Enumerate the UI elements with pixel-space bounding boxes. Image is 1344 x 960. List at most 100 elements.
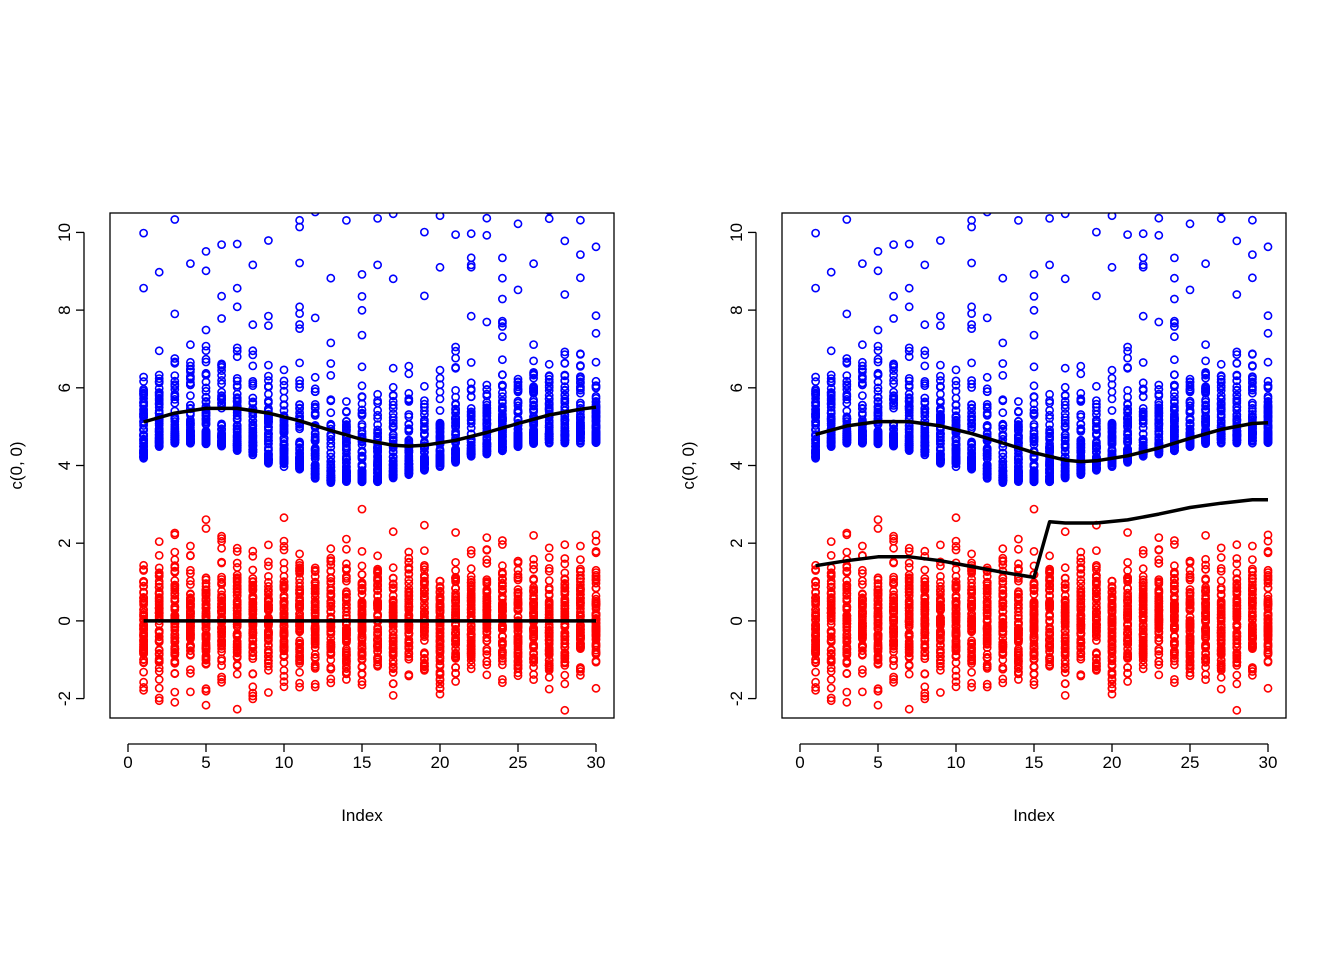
data-point bbox=[482, 385, 492, 394]
data-point bbox=[295, 549, 304, 559]
data-point bbox=[201, 341, 211, 351]
data-point bbox=[326, 359, 336, 368]
data-point bbox=[201, 640, 211, 650]
data-point bbox=[185, 357, 195, 367]
data-point bbox=[560, 290, 570, 299]
data-point bbox=[451, 230, 460, 239]
data-point bbox=[217, 391, 226, 401]
data-point bbox=[263, 604, 273, 614]
data-point bbox=[201, 393, 211, 402]
data-point bbox=[826, 437, 836, 447]
data-point bbox=[170, 642, 180, 652]
data-point bbox=[842, 371, 852, 380]
data-point bbox=[154, 667, 164, 676]
data-point bbox=[497, 607, 507, 616]
data-point bbox=[248, 630, 258, 640]
data-point bbox=[310, 679, 320, 689]
data-point bbox=[826, 374, 836, 383]
data-point bbox=[341, 650, 351, 660]
data-point bbox=[232, 547, 242, 556]
data-point bbox=[404, 605, 414, 615]
data-point bbox=[357, 547, 367, 556]
data-point bbox=[154, 569, 164, 578]
data-point bbox=[154, 402, 164, 412]
data-point bbox=[357, 632, 367, 642]
data-point bbox=[326, 556, 336, 565]
data-point bbox=[154, 663, 164, 673]
data-point bbox=[248, 694, 258, 704]
data-point bbox=[279, 558, 289, 568]
data-point bbox=[217, 543, 226, 553]
data-point bbox=[497, 569, 507, 579]
data-point bbox=[154, 551, 164, 560]
data-point bbox=[466, 311, 476, 321]
data-point bbox=[404, 583, 414, 593]
data-point bbox=[497, 561, 507, 571]
data-point bbox=[217, 575, 226, 584]
data-point bbox=[497, 540, 507, 549]
data-point bbox=[513, 585, 523, 594]
data-point bbox=[560, 648, 570, 658]
data-point bbox=[310, 598, 320, 608]
data-point bbox=[482, 419, 492, 428]
data-point bbox=[154, 696, 164, 706]
data-point bbox=[248, 682, 258, 692]
data-point bbox=[310, 473, 320, 483]
data-point bbox=[468, 197, 475, 204]
data-point bbox=[154, 346, 164, 356]
data-point bbox=[201, 594, 211, 603]
series-red bbox=[139, 504, 601, 715]
data-point bbox=[248, 577, 258, 586]
data-point bbox=[451, 392, 460, 402]
data-point bbox=[404, 638, 414, 648]
data-point bbox=[560, 358, 570, 368]
data-point bbox=[232, 413, 242, 423]
data-point bbox=[201, 700, 211, 710]
data-point bbox=[497, 656, 507, 666]
data-point bbox=[811, 372, 820, 382]
data-point bbox=[513, 398, 523, 408]
data-point bbox=[904, 343, 914, 353]
data-point bbox=[482, 628, 492, 638]
data-point bbox=[217, 590, 226, 600]
data-point bbox=[451, 455, 460, 465]
points-layer bbox=[139, 189, 601, 715]
data-point bbox=[218, 189, 225, 196]
data-point bbox=[497, 625, 507, 634]
data-point bbox=[217, 654, 226, 664]
data-point bbox=[185, 668, 195, 678]
data-point bbox=[263, 561, 273, 571]
data-point bbox=[139, 372, 148, 382]
data-point bbox=[482, 633, 492, 643]
data-point bbox=[139, 639, 148, 649]
data-point bbox=[591, 536, 601, 546]
data-point bbox=[154, 645, 164, 655]
data-point bbox=[419, 459, 429, 469]
data-point bbox=[185, 361, 195, 371]
data-point bbox=[201, 357, 211, 367]
data-point bbox=[435, 458, 445, 468]
data-point bbox=[873, 428, 883, 437]
data-point bbox=[889, 436, 898, 446]
data-point bbox=[576, 372, 585, 381]
data-point bbox=[497, 675, 507, 684]
data-point bbox=[451, 342, 460, 352]
data-point bbox=[139, 565, 148, 574]
data-point bbox=[497, 392, 507, 402]
data-point bbox=[139, 596, 148, 606]
data-point bbox=[826, 402, 836, 412]
data-point bbox=[217, 432, 226, 442]
data-point bbox=[435, 683, 445, 693]
data-point bbox=[497, 273, 507, 283]
data-point bbox=[139, 658, 148, 668]
data-point bbox=[451, 413, 460, 422]
data-point bbox=[279, 581, 289, 591]
data-point bbox=[560, 559, 570, 569]
data-point bbox=[576, 670, 585, 680]
data-point bbox=[576, 607, 585, 617]
data-point bbox=[858, 404, 867, 414]
data-point bbox=[591, 412, 601, 422]
data-point bbox=[544, 596, 554, 606]
data-point bbox=[139, 610, 148, 619]
